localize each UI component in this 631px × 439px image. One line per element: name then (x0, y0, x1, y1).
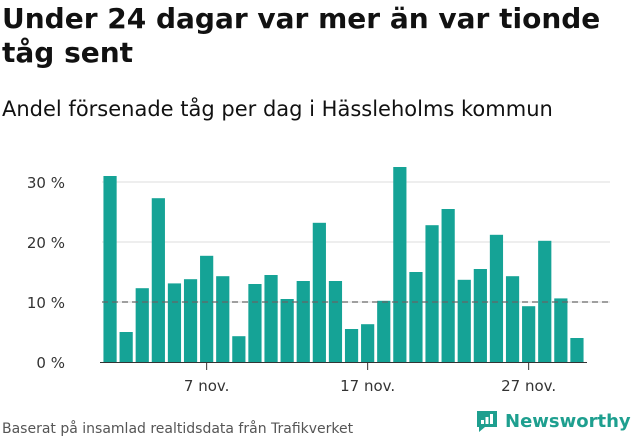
bar (183, 279, 198, 362)
bar (232, 336, 246, 362)
y-tick-label: 20 % (27, 234, 65, 252)
y-tick-label: 10 % (27, 294, 65, 312)
bar (312, 222, 326, 362)
bar (441, 209, 455, 362)
bar (151, 198, 165, 362)
bar (135, 288, 149, 362)
bar (280, 299, 294, 362)
bar (505, 276, 520, 362)
chart-title: Under 24 dagar var mer än var tionde tåg… (2, 2, 601, 69)
bar (522, 306, 536, 362)
bar (103, 176, 117, 362)
bar (264, 275, 278, 362)
bar (328, 281, 343, 362)
bar (248, 284, 262, 362)
x-tick-label: 7 nov. (184, 377, 229, 395)
axes: 0 % 10 % 20 % 30 % 7 nov. 17 nov. 27 nov. (27, 174, 587, 395)
brand-name: Newsworthy (505, 410, 631, 432)
bar (119, 332, 133, 362)
bar (216, 276, 230, 362)
x-tick-label: 17 nov. (340, 377, 395, 395)
bar (425, 225, 439, 362)
bar (457, 279, 471, 362)
bar (167, 283, 182, 362)
bar (570, 338, 584, 362)
bar (473, 269, 487, 362)
bar (344, 329, 359, 362)
bar (489, 234, 504, 362)
y-tick-label: 0 % (36, 354, 65, 372)
bar (200, 255, 214, 362)
bar (361, 324, 375, 362)
bar (377, 300, 391, 362)
bar-chart: 0 % 10 % 20 % 30 % 7 nov. 17 nov. 27 nov. (27, 167, 610, 395)
bar (409, 272, 423, 362)
brand-logo[interactable]: Newsworthy (474, 407, 631, 435)
newsworthy-logo-icon (477, 411, 497, 432)
y-tick-label: 30 % (27, 174, 65, 192)
bar (554, 298, 568, 362)
bar (296, 281, 310, 362)
x-tick-label: 27 nov. (501, 377, 556, 395)
bar (393, 167, 407, 362)
bars (103, 167, 584, 362)
source-note: Baserat på insamlad realtidsdata från Tr… (2, 421, 354, 437)
chart-subtitle: Andel försenade tåg per dag i Hässleholm… (2, 97, 553, 121)
